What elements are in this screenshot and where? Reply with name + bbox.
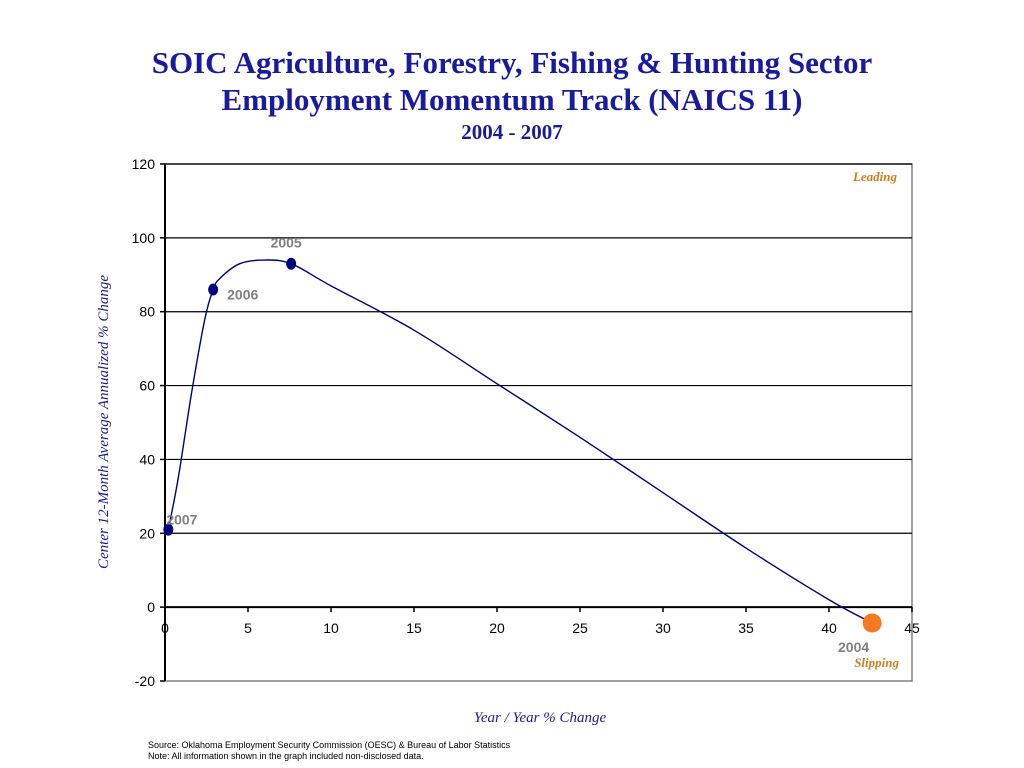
x-tick-label: 40	[821, 620, 837, 636]
source-note: Source: Oklahoma Employment Security Com…	[148, 740, 511, 750]
x-axis-title: Year / Year % Change	[474, 710, 607, 726]
chart-title-line2: Employment Momentum Track (NAICS 11)	[221, 82, 803, 117]
y-axis-title: Center 12-Month Average Annualized % Cha…	[96, 275, 112, 569]
point-marker-2006	[208, 283, 219, 296]
chart-title: SOIC Agriculture, Forestry, Fishing & Hu…	[151, 45, 873, 80]
y-tick-label: 60	[139, 378, 155, 394]
y-tick-label: 120	[132, 156, 156, 172]
point-label-2005: 2005	[271, 235, 302, 251]
point-marker-2007	[163, 523, 174, 536]
leading-label: Leading	[852, 169, 898, 184]
y-tick-label: 40	[139, 451, 155, 467]
point-label-2006: 2006	[227, 287, 258, 303]
x-tick-label: 25	[572, 620, 588, 636]
x-tick-label: 0	[161, 620, 169, 636]
x-tick-label: 30	[655, 620, 671, 636]
y-tick-label: 100	[132, 230, 156, 246]
y-tick-label: -20	[135, 673, 155, 689]
x-tick-label: 5	[244, 620, 252, 636]
y-tick-label: 20	[139, 525, 155, 541]
x-tick-label: 15	[406, 620, 422, 636]
gridlines	[165, 163, 912, 534]
slipping-label: Slipping	[854, 655, 899, 670]
x-tick-label: 20	[489, 620, 505, 636]
x-tick-label: 10	[323, 620, 339, 636]
point-marker-2004	[862, 613, 882, 633]
point-label-2004: 2004	[838, 639, 869, 655]
momentum-track-line	[167, 259, 873, 624]
plot-area	[164, 163, 913, 682]
axes: -20 0 20 40 60 80 100 120 0 5 10 15 20 25 30 35 40 45	[132, 156, 920, 689]
chart-title-block: SOIC Agriculture, Forestry, Fishing & Hu…	[0, 44, 1024, 146]
point-marker-2005	[286, 257, 297, 270]
disclosure-note: Note: All information shown in the graph…	[148, 751, 424, 761]
y-tick-label: 0	[147, 599, 155, 615]
point-label-2007: 2007	[166, 512, 197, 528]
chart-subtitle: 2004 - 2007	[461, 120, 563, 144]
y-tick-label: 80	[139, 304, 155, 320]
x-tick-label: 45	[904, 620, 920, 636]
x-tick-label: 35	[738, 620, 754, 636]
